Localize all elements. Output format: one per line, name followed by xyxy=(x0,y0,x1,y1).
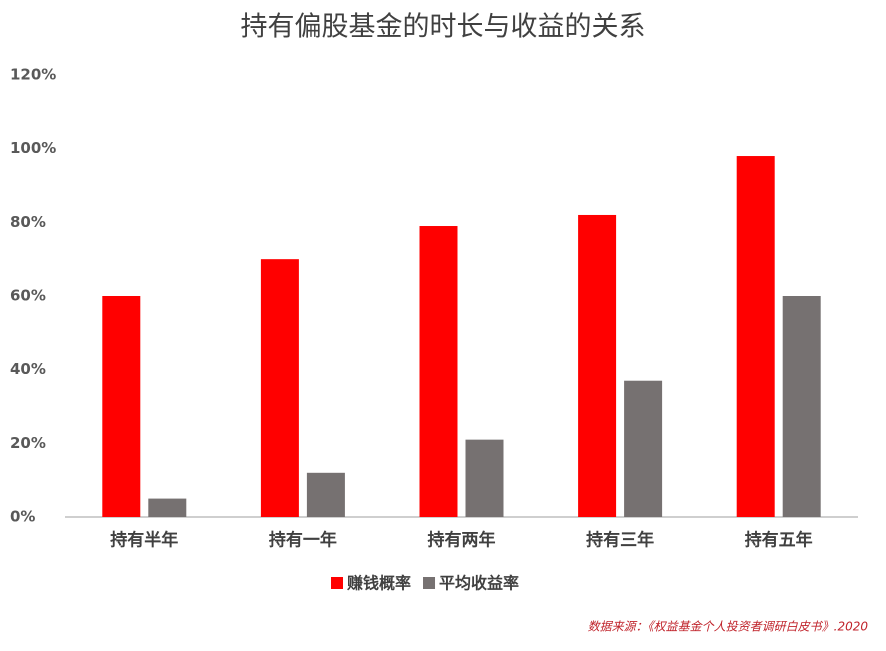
bar xyxy=(578,214,617,517)
legend-swatch xyxy=(331,577,343,589)
bar xyxy=(736,156,775,518)
bar xyxy=(306,472,345,517)
bar xyxy=(419,226,458,517)
bar xyxy=(102,296,141,517)
bar xyxy=(624,380,663,517)
y-tick-label: 120% xyxy=(10,66,56,84)
x-tick-label: 持有三年 xyxy=(586,530,654,551)
bar xyxy=(465,439,504,517)
x-tick-label: 持有两年 xyxy=(428,530,496,551)
y-tick-label: 60% xyxy=(10,287,46,305)
y-tick-label: 40% xyxy=(10,360,46,378)
x-tick-label: 持有五年 xyxy=(745,530,813,551)
y-tick-label: 20% xyxy=(10,434,46,452)
bar xyxy=(260,259,299,517)
legend-swatch xyxy=(423,577,436,589)
y-tick-label: 100% xyxy=(10,139,56,157)
legend-label: 平均收益率 xyxy=(439,574,519,593)
bar xyxy=(782,296,821,517)
x-tick-label: 持有半年 xyxy=(110,530,178,551)
chart-title: 持有偏股基金的时长与收益的关系 xyxy=(241,12,646,43)
x-tick-label: 持有一年 xyxy=(269,530,337,551)
y-tick-label: 0% xyxy=(10,508,35,526)
source-note: 数据来源：《权益基金个人投资者调研白皮书》.2020 xyxy=(588,620,869,634)
y-tick-label: 80% xyxy=(10,213,46,231)
legend-label: 赚钱概率 xyxy=(346,574,411,593)
bar xyxy=(148,498,187,517)
